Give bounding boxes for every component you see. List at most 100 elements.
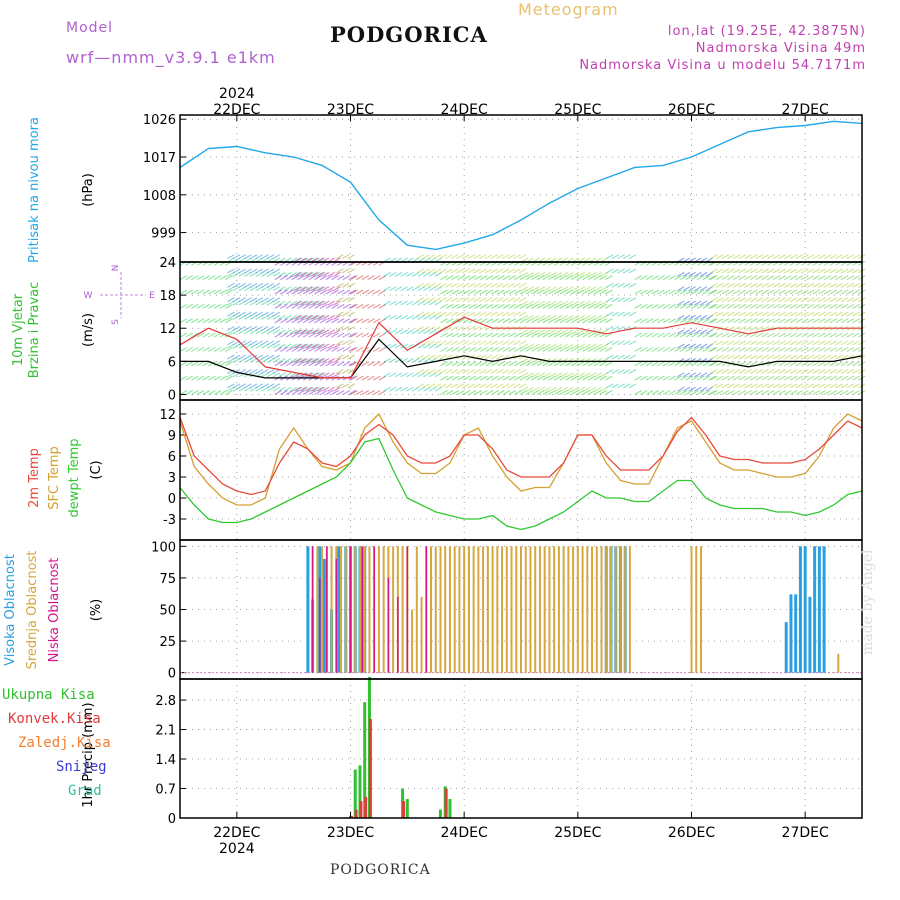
wind-barb (450, 282, 459, 288)
pressure-ytick-label: 999 (151, 227, 176, 242)
wind-barb (577, 329, 586, 335)
wind-barb (361, 375, 370, 381)
wind-barb (795, 297, 803, 303)
wind-barb (355, 275, 364, 281)
wind-barb (327, 271, 336, 277)
wind-barb (497, 361, 505, 367)
wind-barb (789, 289, 798, 295)
wind-barb (715, 340, 724, 346)
top-date-label: 23DEC (327, 102, 374, 118)
wind-barb (473, 383, 481, 389)
wind-barb (829, 361, 838, 367)
wind-barb (840, 303, 849, 309)
temp-ylabel-dewpt: dewpt Temp (67, 438, 82, 517)
wind-barb (427, 340, 436, 346)
wind-barb (389, 300, 397, 306)
wind-barb (560, 300, 569, 306)
wind-barb (617, 254, 625, 260)
wind-barb (549, 343, 557, 349)
wind-barb (715, 275, 724, 281)
wind-barb (694, 286, 702, 292)
wind-barb (818, 289, 826, 295)
wind-barb (191, 303, 199, 309)
wind-barb (347, 311, 355, 317)
wind-barb (406, 372, 414, 378)
wind-barb (594, 386, 603, 392)
wind-barb (341, 282, 350, 288)
wind-barb (520, 271, 529, 277)
wind-barb (191, 390, 199, 395)
wind-barb (474, 346, 482, 352)
wind-barb (749, 254, 758, 260)
wind-barb (479, 282, 487, 288)
wind-barb (812, 375, 821, 381)
wind-barb (710, 297, 718, 303)
wind-barb (518, 369, 527, 374)
wind-barb (772, 383, 781, 389)
wind-barb (668, 275, 677, 281)
wind-barb (755, 268, 764, 274)
wind-barb (755, 369, 764, 374)
wind-barb (662, 318, 671, 324)
wind-barb (502, 332, 511, 338)
wind-barb (468, 390, 477, 395)
wind-barb (691, 318, 699, 324)
wind-barb (761, 325, 769, 331)
wind-barb (738, 346, 747, 352)
wind-barb (325, 275, 334, 281)
mid-cloud-bar (510, 546, 513, 673)
wind-barb (310, 314, 318, 320)
wind-barb (518, 297, 527, 303)
wind-barb (261, 354, 269, 360)
wind-barb (582, 318, 590, 324)
high-cloud-bar (822, 546, 826, 673)
mid-cloud-bar (382, 546, 385, 673)
wind-barb (348, 289, 356, 295)
wind-barb (440, 318, 448, 324)
wind-barb (772, 390, 781, 395)
wind-barb (306, 372, 315, 378)
wind-barb (829, 340, 838, 346)
mid-cloud-bar (430, 546, 433, 673)
wind-barb (456, 268, 464, 274)
compass-north: N (111, 265, 121, 272)
wind-barb (299, 286, 307, 292)
top-date-label: 26DEC (668, 102, 715, 118)
wind-barb (508, 375, 516, 381)
wind-barb (406, 386, 414, 392)
wind-barb (295, 300, 303, 306)
wind-barb (576, 390, 585, 395)
wind-barb (543, 343, 552, 349)
wind-barb (691, 275, 699, 281)
wind-barb (280, 361, 288, 367)
wind-barb (372, 361, 381, 367)
wind-barb (778, 383, 786, 389)
wind-barb (490, 311, 498, 317)
wind-barb (491, 375, 499, 381)
wind-barb (823, 340, 832, 346)
wind-barb (249, 297, 258, 303)
wind-barb (599, 375, 607, 381)
wind-barb (300, 286, 309, 292)
wind-barb (293, 286, 301, 292)
wind-barb (852, 303, 860, 309)
wind-barb (823, 275, 832, 281)
wind-barb (772, 340, 781, 346)
wind-barb (202, 346, 211, 352)
wind-barb (518, 311, 527, 317)
wind-barb (570, 318, 579, 324)
wind-barb (308, 361, 317, 367)
wind-barb (514, 289, 522, 295)
wind-barb (306, 300, 315, 306)
wind-barb (795, 390, 803, 395)
wind-barb (321, 271, 330, 277)
wind-barb (812, 275, 821, 281)
wind-barb (490, 282, 498, 288)
wind-barb (582, 390, 590, 395)
wind-barb (628, 354, 637, 360)
wind-barb (691, 346, 699, 352)
wind-barb (394, 386, 403, 392)
wind-barb (297, 318, 305, 324)
wind-barb (474, 332, 482, 338)
wind-barb (778, 346, 786, 352)
